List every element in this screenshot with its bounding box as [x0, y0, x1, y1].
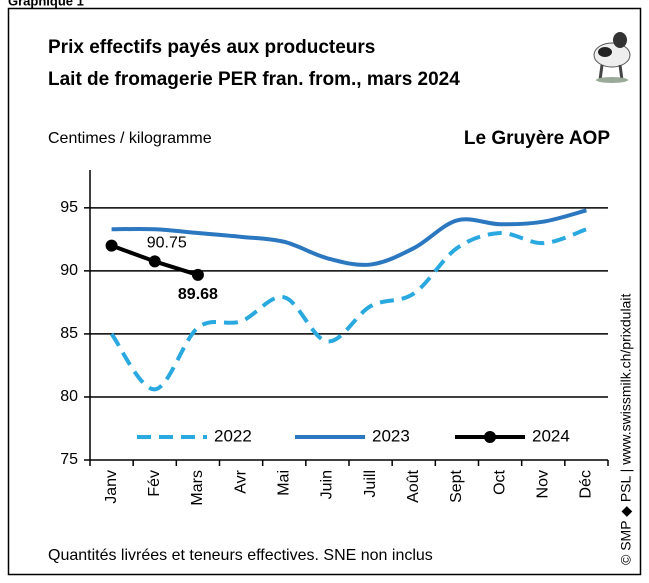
- note: Quantités livrées et teneurs effectives.…: [48, 547, 433, 564]
- x-tick-label: Sept: [448, 469, 465, 502]
- x-tick-label: Juill: [362, 470, 379, 498]
- x-tick-label: Avr: [232, 469, 249, 493]
- legend-label: 2024: [532, 426, 570, 445]
- x-tick-label: Oct: [491, 469, 508, 494]
- data-label: 90.75: [147, 235, 187, 252]
- x-tick-label: Mars: [189, 470, 206, 506]
- y-tick-label: 80: [60, 388, 78, 405]
- legend-label: 2022: [214, 426, 252, 445]
- source: © SMP ◆ PSL | www.swissmilk.ch/prixdulai…: [618, 294, 634, 565]
- marker: [149, 255, 161, 267]
- x-tick-label: Déc: [578, 470, 595, 498]
- chart: Graphique 1 Prix effectifs payés aux pro…: [0, 0, 649, 583]
- x-tick-label: Fév: [146, 470, 163, 497]
- y-tick-label: 95: [60, 199, 78, 216]
- y-tick-label: 75: [60, 451, 78, 468]
- marker: [106, 240, 118, 252]
- x-tick-label: Nov: [534, 470, 551, 498]
- y-tick-label: 85: [60, 325, 78, 342]
- product-label: Le Gruyère AOP: [464, 128, 610, 149]
- y-tick-label: 90: [60, 262, 78, 279]
- series-line: [112, 229, 587, 389]
- caption: Graphique 1: [8, 0, 84, 8]
- x-tick-label: Août: [405, 469, 422, 502]
- data-label: 89.68: [178, 286, 218, 303]
- chart-subtitle: Lait de fromagerie PER fran. from., mars…: [48, 69, 460, 90]
- cow-icon: [594, 32, 630, 83]
- x-tick-label: Juin: [319, 470, 336, 499]
- chart-title: Prix effectifs payés aux producteurs: [48, 37, 375, 58]
- x-tick-label: Mai: [275, 470, 292, 496]
- marker: [192, 269, 204, 281]
- legend-marker: [484, 431, 496, 443]
- x-tick-label: Janv: [103, 470, 120, 504]
- legend-label: 2023: [372, 426, 410, 445]
- y-axis-label: Centimes / kilogramme: [48, 130, 212, 147]
